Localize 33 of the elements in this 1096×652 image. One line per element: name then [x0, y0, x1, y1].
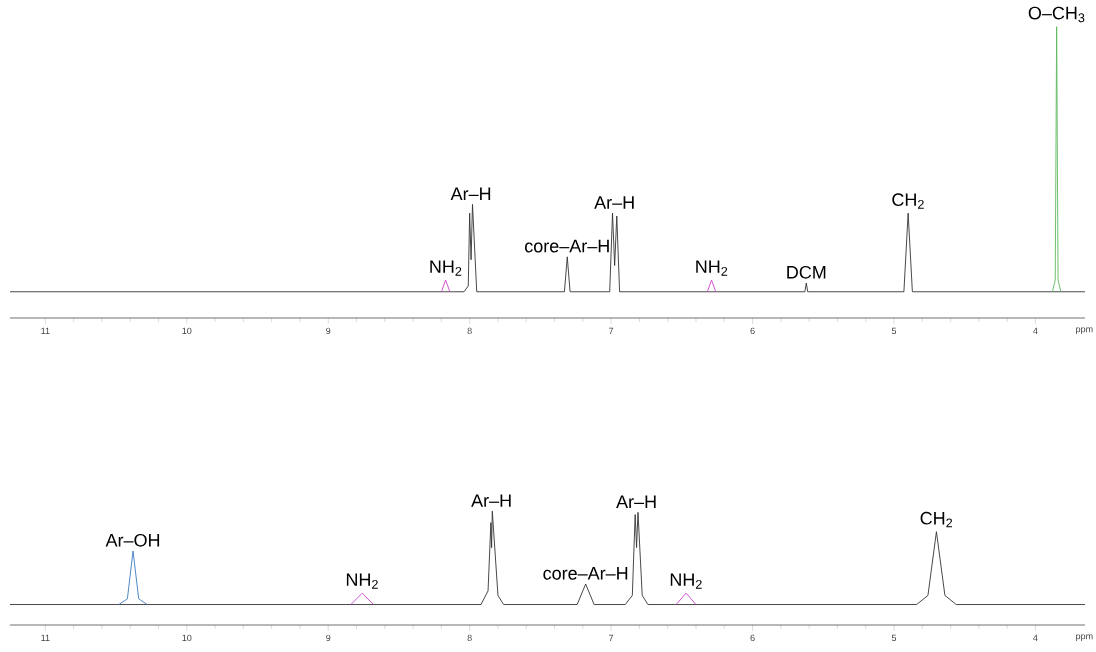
x-tick-label: 10: [182, 327, 192, 335]
x-axis-title: ppm: [1076, 634, 1093, 642]
annotation: core–Ar–H: [525, 239, 609, 253]
x-tick-label: 6: [750, 634, 755, 642]
x-axis-title: ppm: [1076, 327, 1093, 335]
annotation: core–Ar–H: [543, 567, 628, 580]
x-tick-label: 7: [609, 634, 614, 641]
x-tick-label: 6: [750, 327, 755, 335]
annotation: Ar–H: [616, 495, 656, 508]
x-tick-label: 11: [41, 634, 50, 641]
x-tick-label: 8: [467, 327, 472, 335]
x-tick-label: 9: [326, 327, 331, 335]
x-tick-label: 4: [1033, 634, 1038, 641]
annotation: CH$_{2}$: [920, 511, 953, 528]
x-tick-label: 11: [41, 327, 50, 334]
annotation: CH$_{2}$: [892, 193, 924, 209]
annotation: NH$_{2}$: [346, 573, 378, 589]
annotation: NH$_{2}$: [670, 573, 702, 589]
annotation: NH$_{2}$: [430, 260, 462, 276]
annotation: DCM: [787, 265, 826, 279]
annotation: O–CH$_{3}$: [1028, 6, 1085, 23]
annotation: NH$_{2}$: [696, 260, 728, 276]
x-tick-label: 9: [326, 634, 331, 642]
x-tick-label: 10: [182, 634, 192, 642]
x-tick-label: 7: [609, 327, 614, 334]
x-tick-label: 8: [467, 634, 472, 642]
x-tick-label: 5: [891, 327, 897, 334]
x-tick-label: 5: [891, 634, 897, 642]
x-tick-label: 4: [1033, 327, 1038, 334]
annotation: Ar–H: [450, 187, 491, 200]
annotation: Ar–H: [594, 196, 634, 209]
annotation: Ar–H: [471, 494, 511, 507]
annotation: Ar–OH: [105, 533, 160, 547]
